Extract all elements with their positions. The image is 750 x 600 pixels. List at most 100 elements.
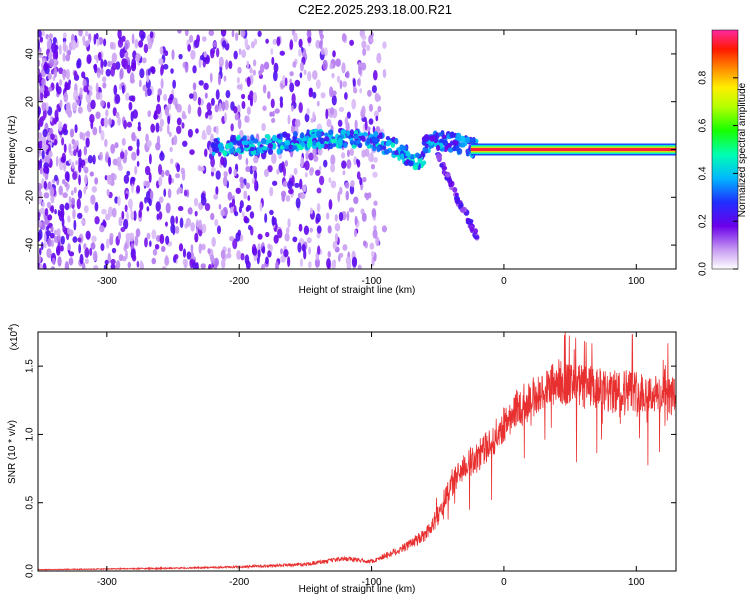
- heatmap-cell: [71, 161, 75, 170]
- heatmap-cell: [215, 89, 220, 100]
- heatmap-cell: [382, 68, 387, 78]
- heatmap-cell: [220, 30, 227, 37]
- heatmap-cell: [287, 256, 291, 268]
- colorbar-tick-label: 0.8: [698, 70, 709, 84]
- heatmap-cell: [156, 213, 160, 221]
- heatmap-cell: [272, 110, 275, 118]
- heatmap-cell: [299, 61, 304, 72]
- heatmap-cell: [289, 71, 294, 77]
- heatmap-cell: [306, 142, 312, 149]
- heatmap-cell: [454, 192, 459, 198]
- heatmap-cell: [218, 204, 222, 210]
- heatmap-cell: [218, 102, 222, 112]
- heatmap-cell: [73, 70, 78, 78]
- heatmap-cell: [359, 135, 366, 141]
- heatmap-cell: [215, 125, 219, 135]
- heatmap-cell: [60, 156, 66, 163]
- heatmap-cell: [307, 137, 312, 143]
- heatmap-cell: [157, 164, 163, 176]
- heatmap-cell: [117, 116, 121, 126]
- heatmap-cell: [223, 171, 228, 178]
- heatmap-cell: [308, 246, 311, 255]
- heatmap-cell: [341, 61, 346, 73]
- heatmap-cell: [227, 191, 233, 201]
- heatmap-cell: [373, 225, 377, 231]
- heatmap-cell: [346, 111, 351, 119]
- heatmap-cell: [177, 104, 182, 113]
- heatmap-cell: [375, 236, 380, 247]
- heatmap-cell: [366, 44, 371, 52]
- heatmap-cell: [252, 69, 256, 76]
- heatmap-cell: [93, 63, 98, 74]
- colorbar-tick-label: 0.4: [698, 166, 709, 180]
- heatmap-cell: [95, 111, 101, 119]
- heatmap-cell: [76, 59, 80, 69]
- heatmap-cell: [273, 62, 279, 73]
- heatmap-cell: [99, 224, 105, 233]
- heatmap-cell: [83, 243, 87, 250]
- heatmap-cell: [257, 249, 261, 259]
- heatmap-cell: [55, 155, 59, 167]
- heatmap-cell: [78, 174, 81, 186]
- heatmap-cell: [423, 134, 430, 139]
- heatmap-cell: [368, 103, 374, 112]
- heatmap-cell: [78, 30, 83, 37]
- heatmap-cell: [48, 33, 53, 39]
- heatmap-cell: [455, 145, 460, 152]
- heatmap-cell: [38, 211, 41, 218]
- heatmap-cell: [220, 209, 225, 217]
- heatmap-cell: [125, 232, 131, 241]
- heatmap-cell: [342, 80, 348, 88]
- heatmap-cell: [343, 142, 348, 149]
- heatmap-cell: [304, 172, 308, 178]
- heatmap-cell: [198, 57, 202, 69]
- heatmap-carrier-band: [470, 147, 676, 152]
- heatmap-cell: [76, 198, 81, 210]
- heatmap-feature-curved-trace: [421, 129, 479, 159]
- heatmap-cell: [253, 170, 258, 181]
- heatmap-cell: [348, 207, 355, 213]
- heatmap-cell: [367, 89, 372, 97]
- heatmap-cell: [165, 202, 171, 214]
- heatmap-cell: [353, 229, 358, 238]
- heatmap-cell: [237, 229, 242, 237]
- heatmap-cell: [102, 82, 107, 89]
- heatmap-cell: [376, 145, 381, 153]
- heatmap-cell: [182, 140, 188, 147]
- heatmap-cell: [358, 65, 362, 75]
- heatmap-cell: [267, 148, 274, 155]
- heatmap-cell: [104, 174, 108, 181]
- heatmap-cell: [159, 233, 165, 245]
- heatmap-cell: [329, 63, 333, 70]
- heatmap-cell: [67, 227, 70, 235]
- heatmap-cell: [340, 152, 346, 159]
- heatmap-cell: [261, 263, 265, 269]
- heatmap-cell: [385, 136, 391, 141]
- heatmap-cell: [42, 128, 48, 138]
- heatmap-cell: [277, 228, 283, 239]
- heatmap-cell: [330, 163, 336, 173]
- heatmap-cell: [276, 148, 281, 155]
- heatmap-cell: [267, 165, 273, 173]
- heatmap-cell: [114, 94, 121, 104]
- heatmap-cell: [361, 34, 367, 40]
- heatmap-cell: [146, 232, 151, 240]
- heatmap-cell: [104, 259, 109, 266]
- heatmap-cell: [291, 93, 296, 104]
- heatmap-cell: [453, 140, 459, 145]
- heatmap-cell: [117, 231, 122, 240]
- heatmap-cell: [131, 131, 136, 142]
- heatmap-cell: [306, 237, 312, 244]
- heatmap-cell: [115, 260, 121, 269]
- heatmap-cell: [147, 39, 153, 50]
- heatmap-cell: [324, 47, 328, 57]
- heatmap-cell: [359, 177, 363, 186]
- heatmap-cell: [41, 102, 47, 112]
- heatmap-cell: [111, 207, 117, 218]
- heatmap-cell: [41, 139, 47, 151]
- heatmap-cell: [82, 262, 86, 269]
- heatmap-cell: [224, 99, 229, 111]
- heatmap-cell: [279, 100, 284, 109]
- heatmap-cell: [95, 56, 99, 64]
